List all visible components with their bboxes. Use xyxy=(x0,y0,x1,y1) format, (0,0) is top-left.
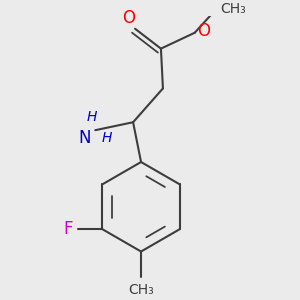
Text: CH₃: CH₃ xyxy=(220,2,246,16)
Text: O: O xyxy=(123,9,136,27)
Text: N: N xyxy=(79,129,91,147)
Text: CH₃: CH₃ xyxy=(128,284,154,297)
Text: H: H xyxy=(101,131,112,145)
Text: O: O xyxy=(197,22,210,40)
Text: H: H xyxy=(86,110,97,124)
Text: F: F xyxy=(63,220,73,238)
